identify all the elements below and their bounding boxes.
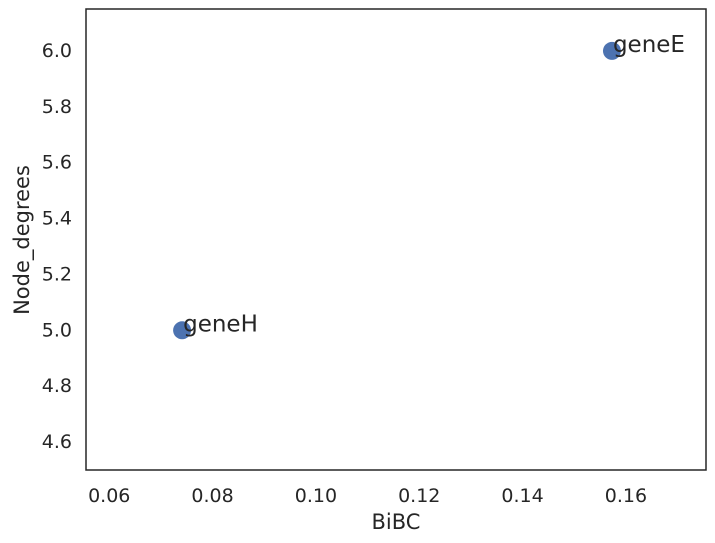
x-axis-title: BiBC (372, 510, 421, 534)
x-tick-label: 0.06 (88, 485, 130, 507)
y-tick-label: 4.6 (42, 431, 72, 453)
y-tick-label: 4.8 (42, 375, 72, 397)
y-tick-label: 6.0 (42, 40, 72, 62)
y-tick-label: 5.8 (42, 96, 72, 118)
y-tick-label: 5.6 (42, 152, 72, 174)
x-tick-label: 0.12 (398, 485, 440, 507)
y-tick-label: 5.0 (42, 319, 72, 341)
y-tick-label: 5.4 (42, 208, 72, 230)
x-tick-label: 0.16 (605, 485, 647, 507)
y-tick-label: 5.2 (42, 263, 72, 285)
x-tick-label: 0.08 (191, 485, 233, 507)
x-tick-label: 0.10 (295, 485, 337, 507)
y-tick-labels: 4.6 4.8 5.0 5.2 5.4 5.6 5.8 6.0 (42, 40, 72, 453)
data-point-label: geneE (613, 32, 685, 58)
data-point-label: geneH (183, 311, 258, 337)
x-tick-labels: 0.06 0.08 0.10 0.12 0.14 0.16 (88, 485, 647, 507)
data-point (602, 41, 621, 60)
y-axis-title: Node_degrees (10, 165, 35, 315)
plot-area (85, 8, 707, 471)
x-tick-label: 0.14 (501, 485, 543, 507)
data-point (173, 321, 192, 340)
data-points: geneH geneE (173, 32, 685, 340)
